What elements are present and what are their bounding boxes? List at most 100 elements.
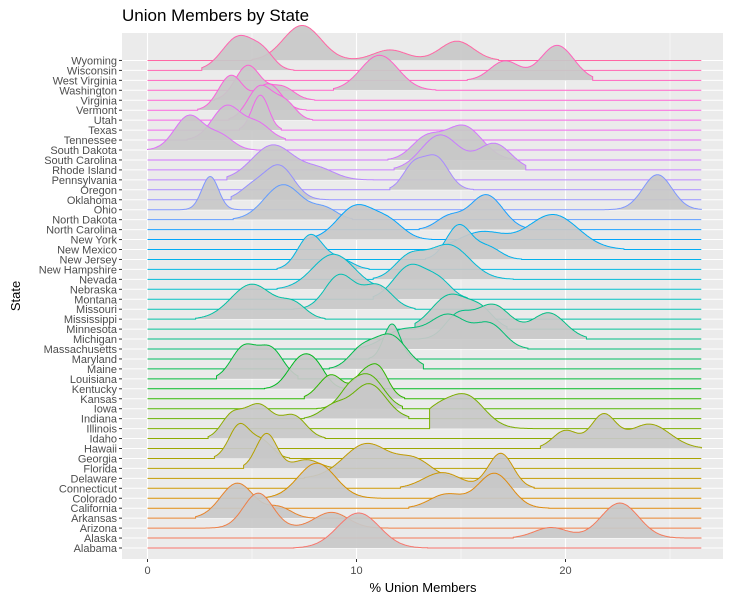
ridge-fill	[419, 194, 528, 230]
ridge-line	[147, 263, 702, 300]
ridge-line	[147, 25, 702, 61]
y-tick-label: Alaska	[84, 533, 118, 545]
y-tick-label: Pennsylvania	[52, 175, 118, 187]
ridge-line	[147, 403, 702, 440]
ridge-nebraska	[147, 253, 702, 290]
y-tick-label: Vermont	[76, 105, 117, 117]
ridge-line	[147, 233, 702, 270]
y-tick-label: North Carolina	[46, 225, 118, 237]
ridge-fill	[540, 413, 702, 449]
ridge-utah	[147, 84, 702, 121]
ridge-alaska	[147, 502, 702, 539]
y-tick-label: Colorado	[72, 493, 117, 505]
y-tick-label: Nevada	[79, 274, 118, 286]
y-tick-label: Idaho	[89, 434, 117, 446]
y-tick-label: Delaware	[71, 473, 117, 485]
x-tick-label: 10	[350, 565, 362, 577]
y-tick-label: Florida	[83, 463, 118, 475]
ridge-oregon	[147, 154, 702, 191]
ridge-louisiana	[147, 343, 702, 380]
y-tick-label: West Virginia	[53, 75, 118, 87]
ridge-line	[147, 114, 702, 151]
ridge-line	[147, 273, 702, 310]
ridge-line	[147, 452, 702, 489]
ridge-line	[147, 383, 702, 420]
ridge-line	[147, 472, 702, 509]
ridge-line	[147, 512, 702, 549]
ridge-line	[147, 204, 702, 241]
y-tick-label: South Dakota	[50, 145, 118, 157]
ridge-fill	[277, 254, 382, 290]
ridge-fill	[243, 433, 336, 469]
ridge-missouri	[147, 273, 702, 310]
y-tick-label: Minnesota	[66, 324, 118, 336]
ridge-fill	[467, 45, 593, 81]
y-tick-label: Massachusetts	[44, 344, 118, 356]
ridge-line	[147, 184, 702, 221]
ridge-north-carolina	[147, 194, 702, 231]
y-tick-label: Montana	[74, 294, 118, 306]
ridge-north-dakota	[147, 184, 702, 221]
ridge-fill	[446, 214, 624, 250]
y-tick-label: Wyoming	[71, 55, 117, 67]
y-tick-label: California	[71, 503, 118, 515]
ridge-line	[147, 144, 702, 181]
ridge-maine	[147, 333, 702, 370]
y-tick-label: Arkansas	[71, 513, 117, 525]
y-tick-label: Iowa	[94, 404, 118, 416]
y-tick-label: Arizona	[80, 523, 118, 535]
y-axis-title: State	[8, 281, 23, 311]
y-tick-label: Oregon	[80, 185, 117, 197]
ridge-line	[147, 333, 702, 370]
ridge-line	[147, 462, 702, 499]
ridge-line	[147, 393, 702, 430]
ridge-south-dakota	[147, 114, 702, 151]
ridge-fill	[252, 25, 499, 61]
ridge-line	[147, 253, 702, 290]
y-tick-label: Georgia	[78, 453, 118, 465]
ridge-fill	[329, 333, 424, 369]
ridge-oklahoma	[147, 164, 702, 201]
y-tick-label: Connecticut	[59, 483, 117, 495]
ridge-line	[147, 84, 702, 121]
y-tick-label: Tennessee	[64, 135, 117, 147]
ridge-line	[147, 134, 702, 171]
y-tick-label: Mississippi	[64, 314, 117, 326]
ridge-fill	[201, 35, 294, 71]
ridge-line	[147, 164, 702, 201]
ridge-fill	[408, 473, 549, 509]
ridge-fill	[429, 393, 541, 429]
ridge-fill	[226, 144, 374, 180]
y-tick-label: New Mexico	[57, 245, 117, 257]
y-tick-label: South Carolina	[44, 155, 118, 167]
ridge-fill	[147, 115, 257, 150]
y-tick-label: Oklahoma	[67, 195, 118, 207]
y-tick-label: Virginia	[81, 95, 118, 107]
ridge-line	[147, 194, 702, 231]
ridge-fill	[195, 284, 326, 320]
ridge-line	[147, 44, 702, 81]
ridge-alabama	[147, 512, 702, 549]
ridge-pennsylvania	[147, 144, 702, 181]
ridge-mississippi	[147, 283, 702, 320]
ridge-fill	[233, 184, 353, 220]
ridge-new-mexico	[147, 214, 702, 250]
y-tick-label: New Hampshire	[39, 264, 117, 276]
y-tick-label: Indiana	[81, 414, 118, 426]
ridge-line	[147, 502, 702, 539]
ridge-fill	[293, 274, 415, 310]
y-tick-label: Utah	[94, 115, 117, 127]
ridge-indiana	[147, 383, 702, 420]
y-tick-label: Michigan	[73, 334, 117, 346]
y-tick-label: Alabama	[74, 543, 118, 555]
ridge-colorado	[147, 462, 702, 499]
ridge-fill	[304, 443, 472, 479]
y-tick-label: Rhode Island	[52, 165, 117, 177]
y-tick-label: New Jersey	[60, 254, 118, 266]
ridge-line	[147, 243, 702, 280]
ridge-wisconsin	[147, 34, 702, 71]
x-tick-label: 0	[144, 565, 150, 577]
x-axis-tick-labels: 0 10 20	[144, 559, 572, 577]
